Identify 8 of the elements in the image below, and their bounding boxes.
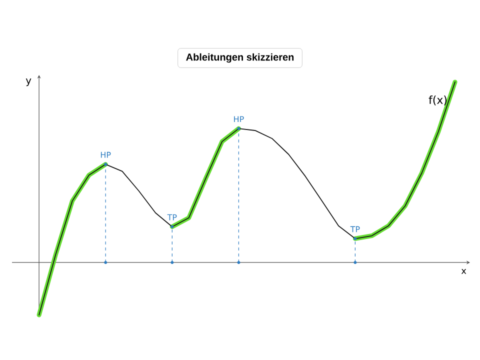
x-axis-title: x bbox=[461, 269, 466, 274]
annotation: HP bbox=[100, 152, 111, 158]
chart-title: Ableitungen skizzieren bbox=[186, 53, 294, 63]
annotation: TP bbox=[350, 226, 360, 232]
y-axis-title: y bbox=[26, 78, 32, 86]
annotation: HP bbox=[234, 116, 244, 122]
series-label: f(x) bbox=[428, 96, 447, 106]
annotation: TP bbox=[167, 214, 177, 220]
